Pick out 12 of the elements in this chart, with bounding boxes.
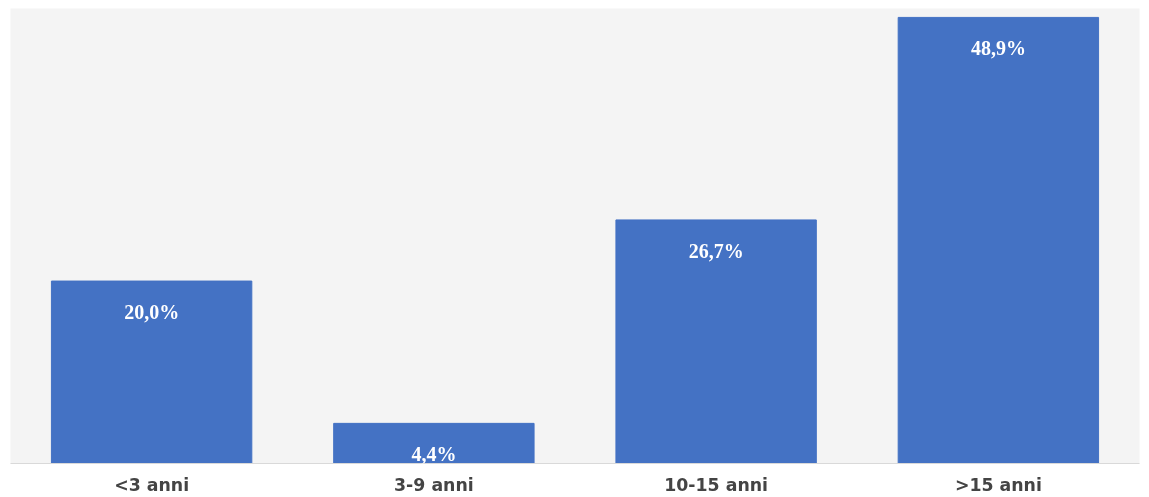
data-label: 20,0% [124,301,180,324]
bar [615,219,817,464]
x-tick-label: 3-9 anni [394,474,474,495]
bar [897,16,1100,464]
x-tick-label: >15 anni [954,474,1042,495]
bar [50,280,253,464]
bar [333,422,535,464]
data-label: 48,9% [970,37,1026,60]
data-label: 26,7% [688,239,744,262]
x-tick-label: 10-15 anni [664,474,769,495]
data-label: 4,4% [411,443,457,466]
x-tick-label: <3 anni [114,474,190,495]
